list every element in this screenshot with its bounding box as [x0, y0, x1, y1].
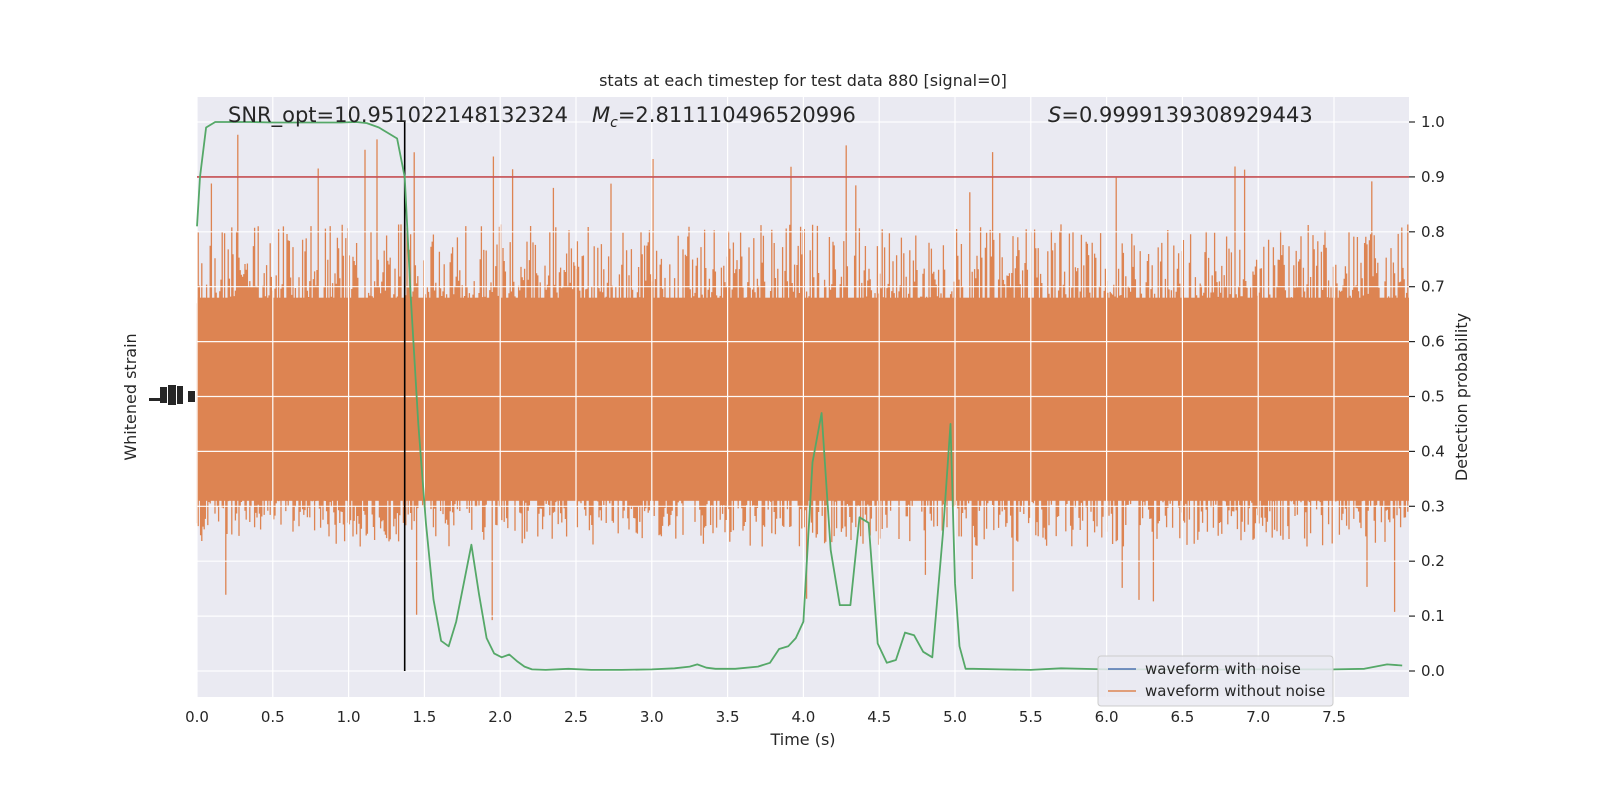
y-tick-label: 0.6 — [1421, 333, 1445, 351]
detection-probability-line — [196, 121, 1403, 671]
y-tick-label: 0.7 — [1421, 278, 1445, 296]
x-tick-label: 4.5 — [867, 708, 891, 726]
x-tick-label: 0.0 — [185, 708, 209, 726]
legend-label-with-noise: waveform with noise — [1145, 660, 1301, 678]
overlay — [196, 121, 1409, 671]
chart-title: stats at each timestep for test data 880… — [599, 71, 1007, 90]
y-tick-label: 1.0 — [1421, 113, 1445, 131]
legend: waveform with noise waveform without noi… — [1097, 655, 1334, 707]
axis-ticks: 0.0 0.5 1.0 1.5 2.0 2.5 3.0 3.5 4.0 4.5 5.0 5.5 6.0 6… — [185, 113, 1445, 726]
x-tick-label: 0.5 — [261, 708, 285, 726]
x-tick-label: 6.0 — [1095, 708, 1119, 726]
x-tick-label: 3.5 — [716, 708, 740, 726]
y-tick-label: 0.8 — [1421, 223, 1445, 241]
y-tick-label: 0.1 — [1421, 607, 1445, 625]
y-tick-label: 0.9 — [1421, 168, 1445, 186]
x-tick-label: 6.5 — [1170, 708, 1194, 726]
x-tick-label: 2.5 — [564, 708, 588, 726]
y-axis-label-right: Detection probability — [1452, 313, 1471, 481]
left-axis-collapsed-ticks — [149, 385, 195, 405]
x-tick-label: 4.0 — [791, 708, 815, 726]
x-axis-label: Time (s) — [769, 730, 835, 749]
x-tick-label: 1.5 — [412, 708, 436, 726]
chirp-mass-annotation: Mc=2.811110496520996 — [592, 103, 856, 131]
x-tick-label: 1.0 — [337, 708, 361, 726]
x-tick-label: 5.5 — [1019, 708, 1043, 726]
x-tick-label: 5.0 — [943, 708, 967, 726]
x-tick-label: 2.0 — [488, 708, 512, 726]
x-tick-label: 7.5 — [1322, 708, 1346, 726]
x-tick-label: 3.0 — [640, 708, 664, 726]
y-axis-label-left: Whitened strain — [121, 333, 140, 460]
score-annotation: S=0.9999139308929443 — [1048, 103, 1313, 127]
y-tick-label: 0.5 — [1421, 388, 1445, 406]
y-tick-label: 0.4 — [1421, 442, 1445, 460]
y-tick-label: 0.2 — [1421, 552, 1445, 570]
x-tick-label: 7.0 — [1246, 708, 1270, 726]
snr-annotation: SNR_opt=10.951022148132324 — [228, 103, 568, 128]
y-tick-label: 0.3 — [1421, 497, 1445, 515]
y-tick-label: 0.0 — [1421, 662, 1445, 680]
legend-label-without-noise: waveform without noise — [1145, 682, 1325, 700]
